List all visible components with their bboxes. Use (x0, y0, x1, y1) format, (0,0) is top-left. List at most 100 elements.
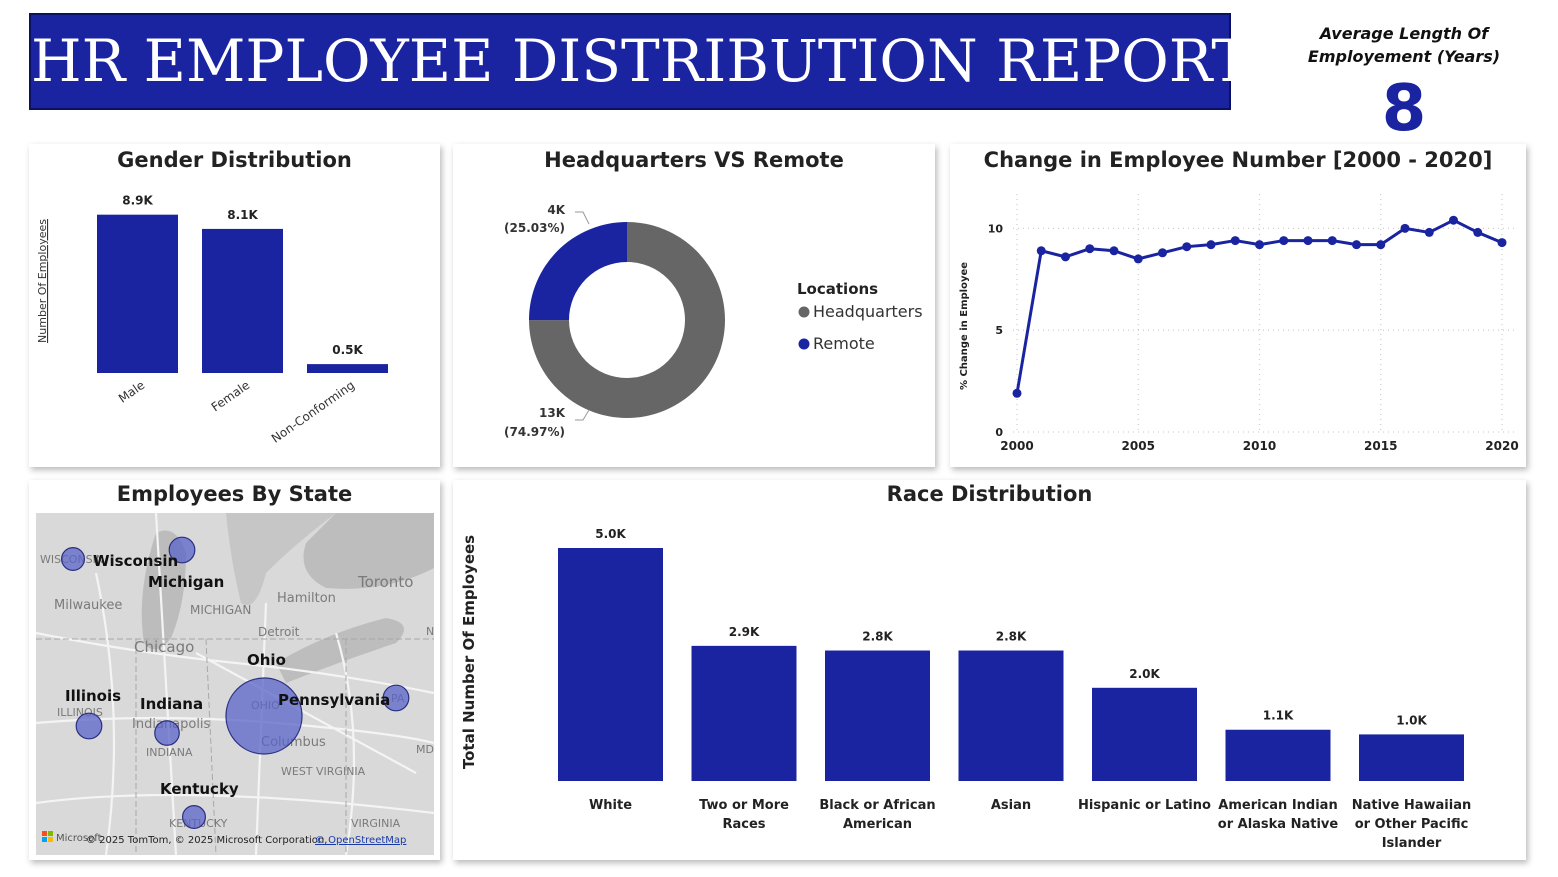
gender-category-label-2: Non-Conforming (269, 378, 357, 446)
change-point-2018[interactable] (1449, 215, 1458, 225)
map-road-2 (154, 513, 178, 855)
change-point-2017[interactable] (1424, 227, 1434, 237)
change-point-2010[interactable] (1255, 240, 1264, 250)
state-bubble-pennsylvania[interactable] (382, 684, 410, 712)
map-attribution: © 2025 TomTom, © 2025 Microsoft Corporat… (86, 835, 327, 846)
lake-huron-shape (226, 513, 336, 605)
change-point-2015[interactable] (1376, 240, 1386, 250)
race-category-label-4-0: Hispanic or Latino (1078, 798, 1211, 813)
change-point-2013[interactable] (1327, 236, 1337, 246)
change-point-2006[interactable] (1158, 248, 1167, 258)
change-point-2005[interactable] (1133, 254, 1143, 264)
change-point-2009[interactable] (1230, 236, 1240, 246)
kpi-value: 8 (1381, 72, 1427, 146)
donut-slice-remote[interactable] (529, 222, 627, 321)
change-point-2007[interactable] (1182, 242, 1192, 252)
change-point-2008[interactable] (1206, 240, 1216, 250)
change-point-2002[interactable] (1061, 252, 1070, 262)
employees-by-state-card[interactable]: Employees By State WISCONSINMilwaukeeMIC… (29, 480, 440, 860)
change-point-2001[interactable] (1036, 246, 1046, 256)
state-bubble-michigan[interactable] (168, 536, 196, 564)
race-bar-label-2: 2.8K (862, 630, 893, 644)
state-bubble-illinois[interactable] (75, 712, 103, 740)
report-title-banner: HR EMPLOYEE DISTRIBUTION REPORT (29, 13, 1251, 110)
change-point-2004[interactable] (1109, 246, 1119, 256)
state-map[interactable]: WISCONSINMilwaukeeMICHIGANHamiltonToront… (36, 513, 434, 855)
gender-bar-chart[interactable]: Number Of Employees 8.9K Male 8.1K Female 0.5… (29, 144, 440, 467)
report-title: HR EMPLOYEE DISTRIBUTION REPORT (31, 27, 1251, 95)
change-y-axis-label: % Change in Employee (959, 262, 970, 390)
state-label-ohio: Ohio (247, 651, 286, 669)
map-title: Employees By State (116, 482, 353, 506)
microsoft-logo-icon-2 (48, 831, 53, 836)
race-bar-5[interactable] (1225, 729, 1331, 781)
state-map-canvas[interactable]: WISCONSINMilwaukeeMICHIGANHamiltonToront… (36, 513, 434, 855)
race-bar-6[interactable] (1359, 734, 1464, 781)
race-bar-label-6: 1.0K (1396, 713, 1427, 727)
donut-slice-headquarters[interactable] (529, 222, 725, 418)
race-bar-label-4: 2.0K (1129, 667, 1160, 681)
state-bubble-kentucky[interactable] (182, 805, 207, 830)
legend-label-remote[interactable]: Remote (813, 334, 875, 353)
basemap-label-14: MD (416, 743, 434, 756)
legend-label-headquarters[interactable]: Headquarters (813, 302, 923, 321)
x-tick-label-3: 2015 (1364, 439, 1397, 453)
y-tick-label-0: 0 (995, 426, 1003, 439)
change-point-2011[interactable] (1279, 236, 1289, 246)
race-bar-4[interactable] (1092, 687, 1197, 781)
kpi-label-line1: Average Length Of (1319, 24, 1489, 43)
change-point-2012[interactable] (1303, 236, 1313, 246)
race-category-label-0-0: White (589, 798, 632, 813)
race-bar-1[interactable] (691, 645, 797, 781)
gender-bar-2[interactable] (307, 364, 388, 373)
state-label-indiana: Indiana (140, 695, 203, 713)
change-point-2003[interactable] (1085, 244, 1095, 254)
x-tick-label-4: 2020 (1485, 439, 1518, 453)
donut-legend-title: Locations (797, 280, 878, 298)
map-road-7 (195, 652, 417, 774)
employee-change-card[interactable]: Change in Employee Number [2000 - 2020] … (950, 144, 1526, 467)
race-bar-chart[interactable]: Total Number Of Employees 5.0K White 2.9K Tw… (453, 480, 1526, 860)
change-point-2019[interactable] (1473, 227, 1483, 237)
employee-change-line-chart[interactable]: 0 5 10 2000 2005 2010 2015 2020 % Change in Empl… (950, 144, 1526, 467)
basemap-label-9: INDIANA (146, 746, 193, 759)
race-bar-label-5: 1.1K (1263, 709, 1294, 723)
basemap-label-13: WEST VIRGINIA (281, 765, 366, 778)
kpi-label: Average Length Of Employement (Years) (1270, 22, 1538, 68)
gender-distribution-card[interactable]: Gender Distribution Number Of Employees 8… (29, 144, 440, 467)
gender-bar-0[interactable] (97, 214, 178, 373)
change-point-2000[interactable] (1012, 388, 1022, 398)
hq-value-label: 13K (539, 406, 566, 420)
gender-bar-1[interactable] (202, 228, 283, 373)
hq-leader-line (575, 409, 590, 421)
state-bubble-indiana[interactable] (154, 720, 180, 746)
change-chart-title: Change in Employee Number [2000 - 2020] (983, 148, 1493, 172)
change-point-2014[interactable] (1352, 240, 1361, 250)
location-card[interactable]: Headquarters VS Remote 4K (25.03%) 13K (74.… (453, 144, 935, 467)
race-y-axis-label: Total Number Of Employees (460, 535, 478, 769)
map-road-6 (36, 793, 434, 815)
race-bar-2[interactable] (825, 650, 930, 781)
race-bar-label-3: 2.8K (996, 630, 1027, 644)
legend-marker-remote (798, 338, 810, 350)
basemap-label-4: Toronto (357, 573, 413, 591)
gender-bar-label-2: 0.5K (332, 343, 363, 357)
race-bar-0[interactable] (558, 548, 663, 781)
microsoft-logo-icon-4 (48, 837, 53, 842)
race-distribution-card[interactable]: Race Distribution Total Number Of Employ… (453, 480, 1526, 860)
gender-bar-label-0: 8.9K (122, 194, 153, 208)
y-tick-label-2: 10 (988, 222, 1004, 235)
location-donut-chart[interactable]: 4K(25.03%)13K(74.97%)LocationsHeadquarte… (453, 144, 935, 467)
basemap-label-16: VIRGINIA (351, 817, 401, 830)
gender-bar-label-1: 8.1K (227, 208, 258, 222)
state-bubble-ohio[interactable] (225, 677, 303, 755)
change-point-2016[interactable] (1400, 223, 1410, 233)
openstreetmap-link[interactable]: © OpenStreetMap (315, 835, 406, 846)
change-point-2020[interactable] (1497, 238, 1507, 248)
state-bubble-wisconsin[interactable] (61, 546, 85, 571)
race-category-label-5-1: or Alaska Native (1218, 817, 1339, 832)
hq-percent-label: (74.97%) (504, 425, 565, 439)
race-bar-3[interactable] (958, 650, 1064, 781)
state-border-2 (205, 638, 217, 855)
gender-chart-title: Gender Distribution (117, 148, 352, 172)
